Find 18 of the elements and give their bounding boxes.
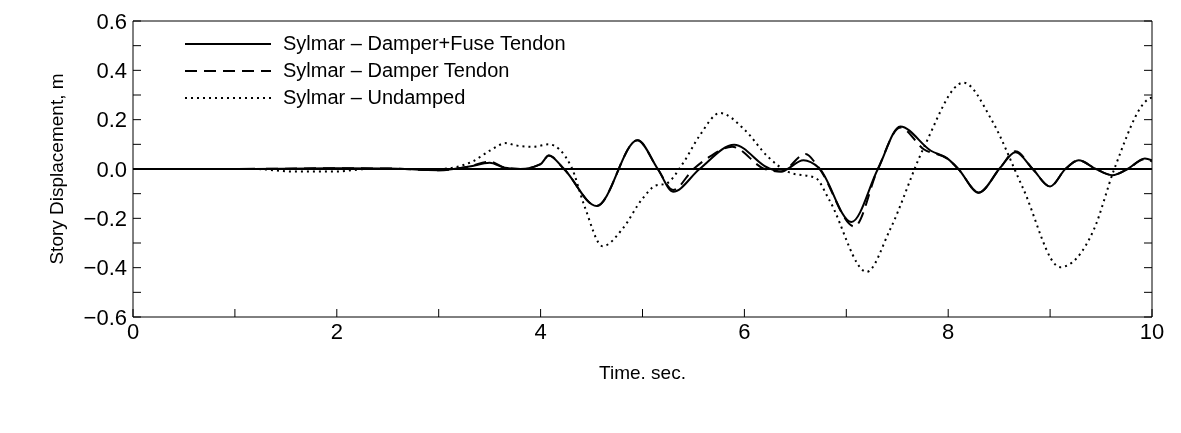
y-tick-label: −0.4 bbox=[83, 255, 127, 281]
y-tick-label: −0.2 bbox=[83, 206, 127, 232]
legend-label: Sylmar – Damper Tendon bbox=[283, 58, 510, 83]
x-tick-label: 2 bbox=[330, 318, 343, 344]
y-axis-title: Story Displacement, m bbox=[45, 73, 67, 265]
x-tick-label: 10 bbox=[1139, 318, 1165, 344]
x-tick-label: 4 bbox=[534, 318, 547, 344]
y-tick-label: 0.0 bbox=[96, 156, 127, 182]
y-tick-label: 0.4 bbox=[96, 58, 127, 84]
x-tick-label: 0 bbox=[126, 318, 140, 344]
x-axis-title: Time. sec. bbox=[599, 362, 686, 383]
x-tick-label: 6 bbox=[738, 318, 751, 344]
legend-label: Sylmar – Undamped bbox=[283, 85, 466, 110]
legend-label: Sylmar – Damper+Fuse Tendon bbox=[283, 31, 566, 56]
y-tick-label: 0.2 bbox=[96, 107, 127, 133]
x-tick-label: 8 bbox=[942, 318, 955, 344]
y-tick-label: 0.6 bbox=[96, 8, 127, 34]
y-tick-label: −0.6 bbox=[83, 304, 127, 330]
